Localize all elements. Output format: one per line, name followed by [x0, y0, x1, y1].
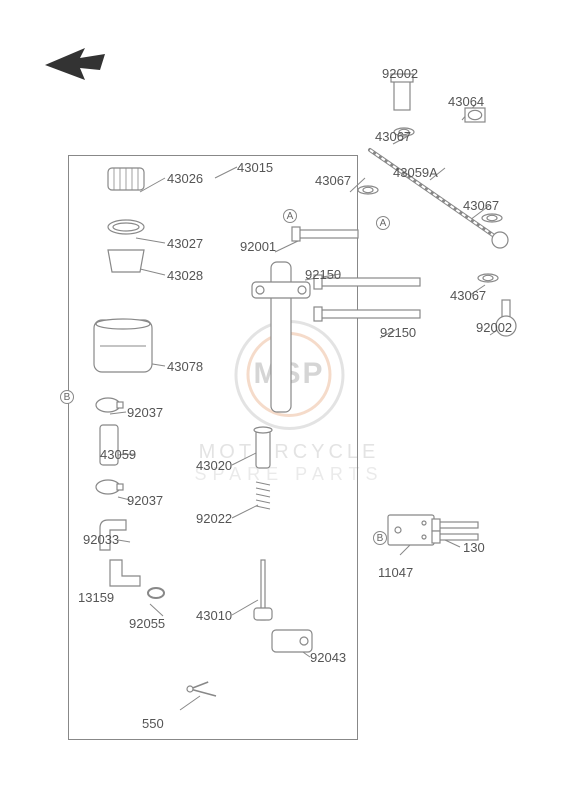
diaphragm-43028: [108, 250, 144, 272]
part-label-43028[interactable]: 43028: [167, 268, 203, 283]
screw-130: [432, 519, 478, 531]
part-label-92150[interactable]: 92150: [305, 267, 341, 282]
cap-43026: [108, 168, 144, 190]
part-label-130[interactable]: 130: [463, 540, 485, 555]
nut-43064: [465, 108, 485, 122]
washer-43067-d: [478, 274, 498, 282]
seal-43027: [108, 220, 144, 234]
marker-A: A: [376, 216, 390, 230]
clevis-92043: [272, 630, 312, 652]
washer-43067-c: [482, 214, 502, 222]
part-label-43015[interactable]: 43015: [237, 160, 273, 175]
part-label-43078[interactable]: 43078: [167, 359, 203, 374]
part-label-92022[interactable]: 92022: [196, 511, 232, 526]
pin-550: [187, 682, 216, 696]
part-label-92001[interactable]: 92001: [240, 239, 276, 254]
clamp-92037-b: [96, 480, 123, 494]
bracket-11047: [388, 515, 434, 545]
part-label-43027[interactable]: 43027: [167, 236, 203, 251]
part-label-92002[interactable]: 92002: [382, 66, 418, 81]
part-label-11047[interactable]: 11047: [378, 565, 413, 580]
part-label-43059A[interactable]: 43059A: [393, 165, 438, 180]
part-label-43067[interactable]: 43067: [450, 288, 486, 303]
spring-92022: [256, 482, 270, 509]
part-label-92002[interactable]: 92002: [476, 320, 512, 335]
marker-A: A: [283, 209, 297, 223]
part-label-43064[interactable]: 43064: [448, 94, 484, 109]
part-label-550[interactable]: 550: [142, 716, 164, 731]
cylinder-body: [252, 262, 310, 412]
part-label-43067[interactable]: 43067: [375, 129, 411, 144]
washer-43067-b: [358, 186, 378, 194]
part-label-43067[interactable]: 43067: [463, 198, 499, 213]
reservoir-43078: [94, 319, 152, 372]
clamp-92037-a: [96, 398, 123, 412]
part-label-92037[interactable]: 92037: [127, 405, 163, 420]
marker-B: B: [60, 390, 74, 404]
part-label-92033[interactable]: 92033: [83, 532, 119, 547]
part-label-92055[interactable]: 92055: [129, 616, 165, 631]
part-label-43020[interactable]: 43020: [196, 458, 232, 473]
part-label-43067[interactable]: 43067: [315, 173, 351, 188]
connector-13159: [110, 560, 140, 586]
diagram-canvas: MSP MOTORCYCLE SPARE PARTS 4301543026430…: [0, 0, 578, 800]
bolt-92001: [292, 227, 358, 241]
part-label-13159[interactable]: 13159: [78, 590, 114, 605]
part-label-92043[interactable]: 92043: [310, 650, 346, 665]
bolt-92150-b: [314, 307, 420, 321]
part-label-43010[interactable]: 43010: [196, 608, 232, 623]
part-label-43059[interactable]: 43059: [100, 447, 136, 462]
parts-layer: [0, 0, 578, 800]
part-label-92150[interactable]: 92150: [380, 325, 416, 340]
rod-43010: [254, 560, 272, 620]
marker-B: B: [373, 531, 387, 545]
oring-92055: [148, 588, 164, 598]
part-label-92037[interactable]: 92037: [127, 493, 163, 508]
part-label-43026[interactable]: 43026: [167, 171, 203, 186]
piston-43020: [254, 427, 272, 468]
